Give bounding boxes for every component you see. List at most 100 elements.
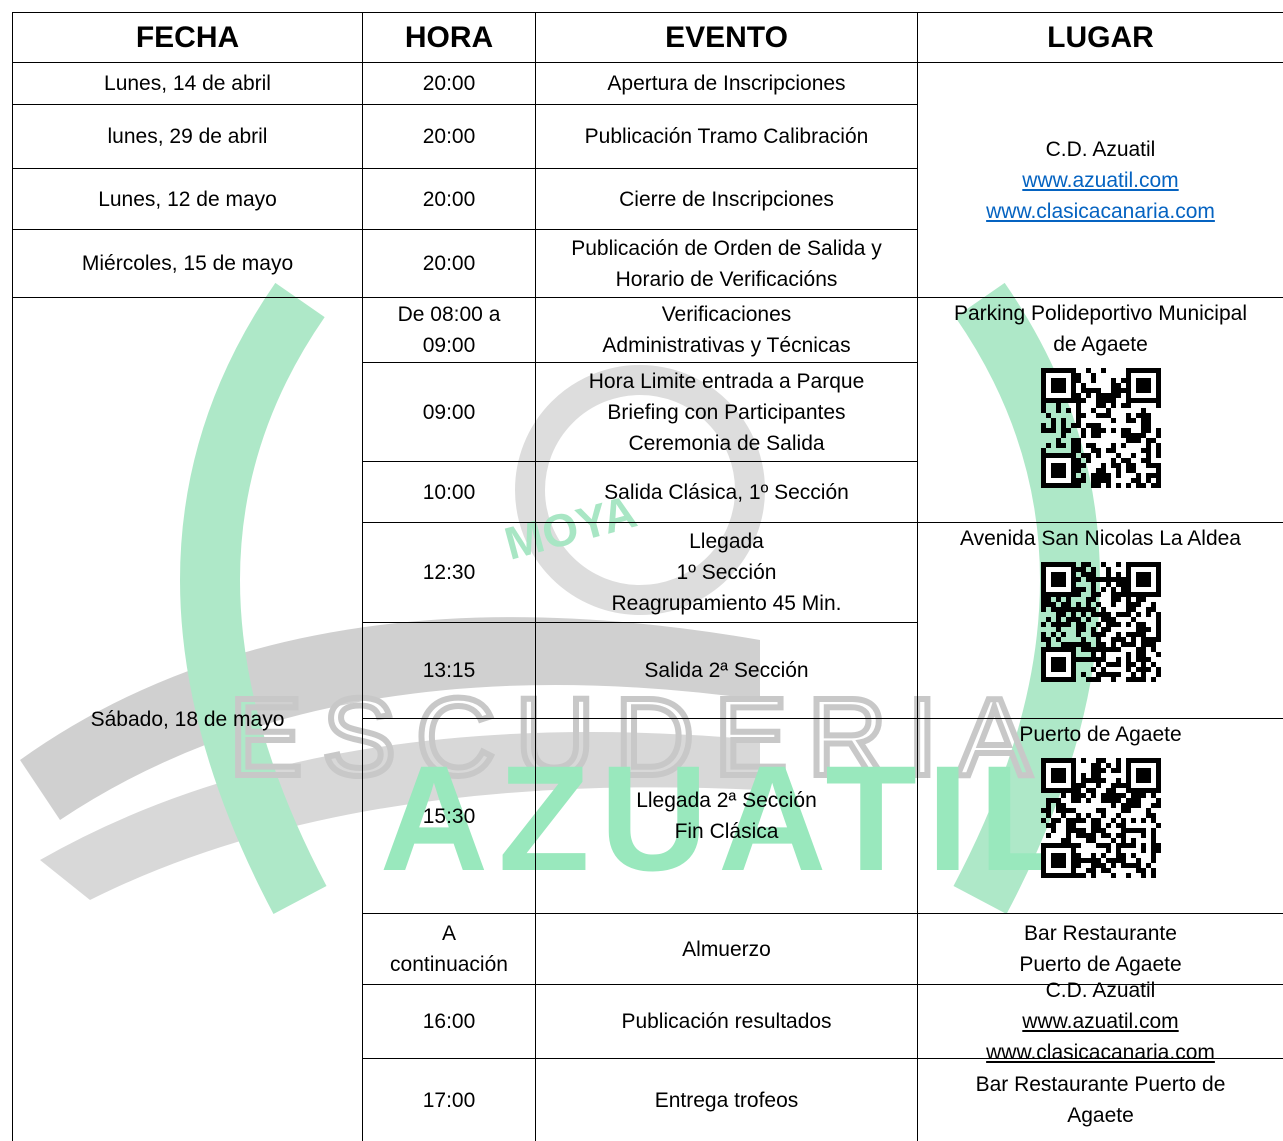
time-cell: 20:00 bbox=[362, 229, 536, 298]
place-cell: C.D. Azuatil www.azuatil.com www.clasicaca… bbox=[917, 62, 1283, 298]
event-cell: Almuerzo bbox=[535, 913, 918, 985]
link[interactable]: www.clasicacanaria.com bbox=[986, 199, 1215, 223]
place-text: de Agaete bbox=[1053, 333, 1148, 356]
link[interactable]: www.azuatil.com bbox=[1022, 1010, 1179, 1033]
event-text: Almuerzo bbox=[682, 937, 771, 961]
event-cell: Cierre de Inscripciones bbox=[535, 168, 918, 230]
time-text: 20:00 bbox=[422, 125, 476, 148]
time-cell: 20:00 bbox=[362, 62, 536, 105]
place-text: C.D. Azuatil bbox=[1045, 137, 1156, 161]
time-text: 16:00 bbox=[422, 1010, 476, 1033]
event-text: Hora Limite entrada a Parque bbox=[588, 369, 865, 393]
time-text: continuación bbox=[390, 953, 508, 976]
qr-code bbox=[1040, 758, 1161, 878]
date-text: Lunes, 14 de abril bbox=[104, 72, 271, 95]
time-cell: 17:00 bbox=[362, 1058, 536, 1141]
event-cell: Publicación de Orden de Salida y Horario … bbox=[535, 229, 918, 298]
event-text: Publicación Tramo Calibración bbox=[584, 125, 869, 148]
place-text: Bar Restaurante Puerto de bbox=[975, 1073, 1226, 1096]
event-cell: Verificaciones Administrativas y Técnicas bbox=[535, 297, 918, 363]
time-cell: 10:00 bbox=[362, 461, 536, 523]
time-text: De 08:00 a bbox=[397, 303, 501, 326]
date-cell: Lunes, 14 de abril bbox=[12, 62, 363, 105]
time-cell: 15:30 bbox=[362, 718, 536, 914]
event-text: Ceremonia de Salida bbox=[628, 431, 825, 455]
header-cell: LUGAR bbox=[917, 12, 1283, 63]
event-cell: Salida Clásica, 1º Sección bbox=[535, 461, 918, 523]
event-cell: Llegada 2ª Sección Fin Clásica bbox=[535, 718, 918, 914]
qr-code bbox=[1040, 562, 1161, 682]
header-cell: HORA bbox=[362, 12, 536, 63]
laurel bbox=[180, 282, 327, 915]
event-text: Cierre de Inscripciones bbox=[619, 187, 834, 211]
place-text: Parking Polideportivo Municipal bbox=[954, 302, 1247, 325]
event-text: Llegada bbox=[689, 530, 764, 553]
event-text: Verificaciones bbox=[661, 303, 792, 326]
event-cell: Publicación resultados bbox=[535, 984, 918, 1059]
qr-code bbox=[1040, 368, 1161, 488]
place-text: C.D. Azuatil bbox=[1045, 979, 1156, 1002]
swoosh bbox=[40, 732, 760, 900]
place-text: Puerto de Agaete bbox=[1019, 723, 1182, 746]
event-cell: Hora Limite entrada a Parque Briefing con… bbox=[535, 362, 918, 462]
date-cell: Sábado, 18 de mayo bbox=[12, 297, 363, 1141]
event-text: Entrega trofeos bbox=[654, 1088, 799, 1112]
place-text: Avenida San Nicolas La Aldea bbox=[960, 527, 1241, 550]
event-text: Fin Clásica bbox=[674, 820, 779, 843]
time-text: 20:00 bbox=[422, 252, 476, 275]
header-cell: FECHA bbox=[12, 12, 363, 63]
event-cell: Entrega trofeos bbox=[535, 1058, 918, 1141]
place-text: Puerto de Agaete bbox=[1019, 953, 1182, 976]
event-text: Publicación de Orden de Salida y bbox=[571, 236, 882, 260]
date-cell: Lunes, 12 de mayo bbox=[12, 168, 363, 230]
time-text: 09:00 bbox=[422, 334, 476, 357]
time-text: A bbox=[441, 922, 456, 945]
date-text: Sábado, 18 de mayo bbox=[90, 708, 285, 731]
event-text: Salida 2ª Sección bbox=[644, 659, 809, 682]
event-cell: Llegada 1º Sección Reagrupamiento 45 Min. bbox=[535, 522, 918, 623]
date-cell: lunes, 29 de abril bbox=[12, 104, 363, 169]
time-text: 15:30 bbox=[422, 804, 476, 828]
time-cell: 20:00 bbox=[362, 104, 536, 169]
time-cell: 16:00 bbox=[362, 984, 536, 1059]
event-text: 1º Sección bbox=[676, 561, 777, 584]
event-text: Apertura de Inscripciones bbox=[607, 72, 846, 95]
time-cell: De 08:00 a 09:00 bbox=[362, 297, 536, 363]
watermark-text: AZUATIL bbox=[380, 734, 1080, 902]
place-text: Bar Restaurante bbox=[1024, 922, 1177, 945]
time-text: 10:00 bbox=[422, 480, 476, 504]
place-cell: Puerto de Agaete bbox=[917, 718, 1283, 914]
watermark-text: ESCUDERIA bbox=[229, 676, 1051, 799]
place-cell: Parking Polideportivo Municipal de Agaete bbox=[917, 297, 1283, 523]
place-cell: C.D. Azuatil www.azuatil.com www.clasicaca… bbox=[917, 979, 1283, 1064]
date-cell: Miércoles, 15 de mayo bbox=[12, 229, 363, 298]
time-text: 13:15 bbox=[422, 659, 476, 682]
event-text: Reagrupamiento 45 Min. bbox=[611, 592, 842, 615]
event-text: Salida Clásica, 1º Sección bbox=[604, 480, 849, 504]
event-text: Llegada 2ª Sección bbox=[636, 789, 817, 812]
wheel bbox=[515, 365, 765, 615]
header-cell: EVENTO bbox=[535, 12, 918, 63]
time-cell: 09:00 bbox=[362, 362, 536, 462]
event-cell: Apertura de Inscripciones bbox=[535, 62, 918, 105]
date-text: Miércoles, 15 de mayo bbox=[81, 252, 294, 275]
time-text: 20:00 bbox=[422, 72, 476, 95]
date-text: lunes, 29 de abril bbox=[107, 125, 268, 148]
event-cell: Publicación Tramo Calibración bbox=[535, 104, 918, 169]
time-text: 20:00 bbox=[422, 187, 476, 211]
place-cell: Avenida San Nicolas La Aldea bbox=[917, 522, 1283, 719]
time-text: 09:00 bbox=[422, 400, 476, 424]
time-cell: 12:30 bbox=[362, 522, 536, 623]
place-cell: Bar Restaurante Puerto de Agaete bbox=[917, 1058, 1283, 1141]
event-text: Briefing con Participantes bbox=[607, 400, 846, 424]
time-text: 12:30 bbox=[422, 561, 476, 584]
date-text: Lunes, 12 de mayo bbox=[98, 187, 277, 211]
event-cell: Salida 2ª Sección bbox=[535, 622, 918, 719]
event-text: Horario de Verificacións bbox=[615, 267, 838, 291]
event-text: Administrativas y Técnicas bbox=[602, 334, 851, 357]
time-cell: 20:00 bbox=[362, 168, 536, 230]
link[interactable]: www.azuatil.com bbox=[1022, 168, 1179, 192]
